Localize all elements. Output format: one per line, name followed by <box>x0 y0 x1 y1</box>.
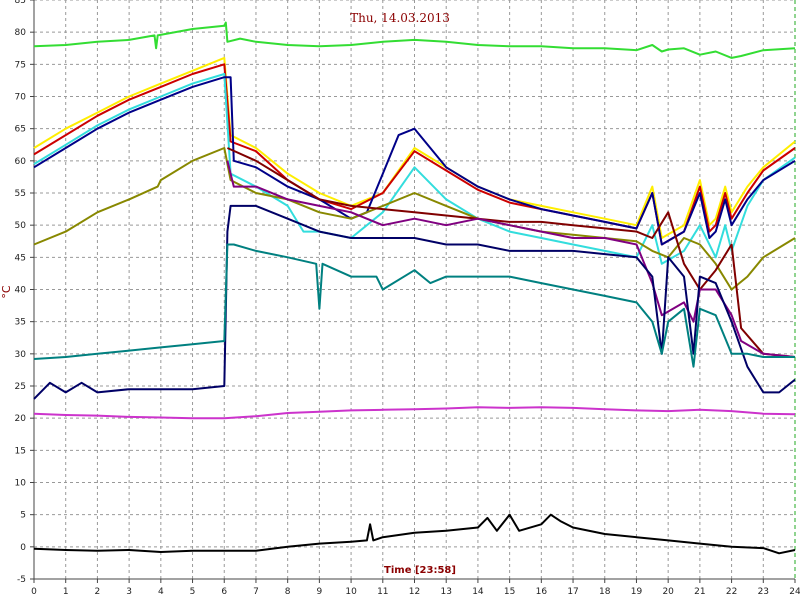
y-tick-label: 40 <box>15 286 27 296</box>
series-line-10 <box>33 243 795 368</box>
series-line-6 <box>33 147 796 291</box>
series-group <box>33 21 796 555</box>
x-tick-label: 1 <box>63 587 69 597</box>
x-tick-label: 24 <box>789 587 800 597</box>
series-line-1 <box>33 21 796 59</box>
x-tick-label: 17 <box>567 587 578 597</box>
x-tick-label: 6 <box>221 587 227 597</box>
series-line-7 <box>226 147 796 358</box>
x-tick-label: 20 <box>662 587 674 597</box>
y-axis-label: °C <box>0 285 13 299</box>
x-tick-label: 16 <box>536 587 548 597</box>
x-tick-label: 10 <box>345 587 357 597</box>
y-tick-label: 85 <box>15 0 26 6</box>
series-line-8 <box>226 160 796 358</box>
x-tick-label: 14 <box>472 587 484 597</box>
series-line-5 <box>33 76 796 246</box>
x-tick-label: 15 <box>504 587 515 597</box>
y-tick-label: 55 <box>15 189 26 199</box>
x-tick-label: 11 <box>377 587 388 597</box>
y-tick-label: 25 <box>15 382 26 392</box>
y-tick-label: -5 <box>17 575 26 585</box>
y-tick-label: 65 <box>15 125 26 135</box>
y-tick-label: 15 <box>15 446 26 456</box>
series-line-12 <box>33 513 796 555</box>
x-tick-label: 8 <box>285 587 291 597</box>
y-tick-label: 10 <box>15 479 27 489</box>
y-tick-label: 20 <box>15 414 27 424</box>
y-tick-label: 75 <box>15 60 26 70</box>
y-tick-label: 45 <box>15 253 26 263</box>
x-tick-label: 22 <box>726 587 737 597</box>
series-line-3 <box>33 63 796 246</box>
x-tick-label: 4 <box>158 587 164 597</box>
x-axis-label: Time [23:58] <box>384 565 456 576</box>
x-tick-label: 2 <box>95 587 101 597</box>
tick-labels: 0 1 2 3 4 5 6 7 8 9 10 11 12 13 14 15 16 17 18 19 20 21 22 23 24… <box>15 0 800 597</box>
y-tick-label: 70 <box>15 93 27 103</box>
x-tick-label: 21 <box>694 587 705 597</box>
x-tick-label: 12 <box>409 587 420 597</box>
x-tick-label: 23 <box>758 587 769 597</box>
x-tick-label: 18 <box>599 587 611 597</box>
x-tick-label: 5 <box>190 587 196 597</box>
x-tick-label: 7 <box>253 587 259 597</box>
x-tick-label: 13 <box>440 587 451 597</box>
y-tick-label: 35 <box>15 318 26 328</box>
y-tick-label: 50 <box>15 221 27 231</box>
series-line-9 <box>33 204 796 400</box>
y-tick-label: 60 <box>15 157 27 167</box>
y-tick-label: 80 <box>15 28 27 38</box>
chart-title: Thu, 14.03.2013 <box>350 11 450 25</box>
x-tick-label: 19 <box>631 587 643 597</box>
series-line-11 <box>33 406 796 420</box>
grid-lines <box>34 0 795 579</box>
x-tick-label: 9 <box>317 587 323 597</box>
axes <box>30 0 796 583</box>
y-tick-label: 5 <box>20 511 26 521</box>
series-line-4 <box>33 73 796 265</box>
x-tick-label: 0 <box>31 587 37 597</box>
x-tick-label: 3 <box>126 587 132 597</box>
y-tick-label: 30 <box>15 350 27 360</box>
y-tick-label: 0 <box>20 543 26 553</box>
